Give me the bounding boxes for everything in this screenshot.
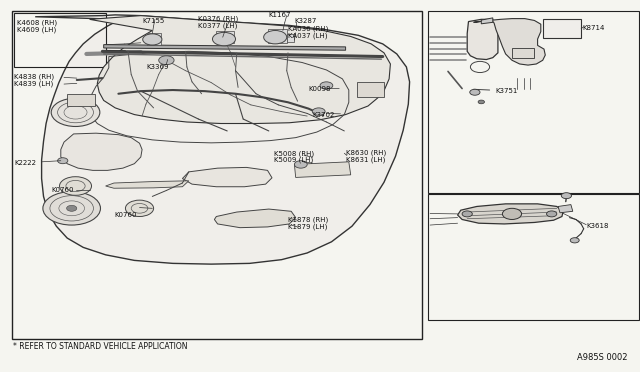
Polygon shape [182,167,272,187]
Text: K4838 (RH): K4838 (RH) [14,73,54,80]
Circle shape [470,89,480,95]
Polygon shape [294,162,351,177]
Polygon shape [458,204,563,224]
Text: K4609 (LH): K4609 (LH) [17,26,56,33]
Polygon shape [67,180,84,192]
Text: KA036 (RH): KA036 (RH) [288,26,328,32]
Polygon shape [481,18,493,24]
Text: K3751: K3751 [495,88,518,94]
Text: K1879 (LH): K1879 (LH) [288,224,328,230]
Circle shape [478,100,484,104]
Text: K8631 (LH): K8631 (LH) [346,156,385,163]
Text: K0760: K0760 [51,187,74,193]
Text: KA037 (LH): KA037 (LH) [288,32,328,39]
Circle shape [462,211,472,217]
Polygon shape [474,19,545,65]
Text: K0760: K0760 [114,212,136,218]
Polygon shape [467,19,498,60]
Polygon shape [35,15,410,264]
Polygon shape [357,82,384,97]
Circle shape [561,193,572,199]
Polygon shape [287,34,294,42]
Text: K4839 (LH): K4839 (LH) [14,80,53,87]
Circle shape [547,211,557,217]
Polygon shape [147,33,161,45]
Polygon shape [512,48,534,58]
Text: K3287: K3287 [294,18,317,24]
Text: K1167: K1167 [269,12,291,18]
Polygon shape [61,133,142,170]
Text: K3702: K3702 [312,112,335,118]
Circle shape [294,161,307,168]
Circle shape [67,205,77,211]
Text: K3369: K3369 [146,64,168,70]
Text: A985S 0002: A985S 0002 [577,353,627,362]
Circle shape [43,192,100,225]
Polygon shape [214,209,296,228]
Text: K8714: K8714 [582,25,605,31]
Polygon shape [90,16,390,124]
Circle shape [320,82,333,89]
Polygon shape [216,31,234,43]
Text: K4608 (RH): K4608 (RH) [17,19,57,26]
Text: K1878 (RH): K1878 (RH) [288,217,328,224]
Text: K3618: K3618 [586,223,609,229]
Polygon shape [67,94,95,106]
Text: K8630 (RH): K8630 (RH) [346,149,386,156]
Text: K0377 (LH): K0377 (LH) [198,22,238,29]
Circle shape [58,158,68,164]
Text: K5009 (LH): K5009 (LH) [274,157,313,163]
Circle shape [502,208,522,219]
Circle shape [312,108,325,115]
Text: K0098: K0098 [308,86,331,92]
Circle shape [159,56,174,65]
Circle shape [212,32,236,46]
Polygon shape [104,45,346,50]
Circle shape [51,98,100,126]
Circle shape [125,200,154,217]
Text: * REFER TO STANDARD VEHICLE APPLICATION: * REFER TO STANDARD VEHICLE APPLICATION [13,342,188,351]
Polygon shape [106,181,189,188]
Circle shape [570,238,579,243]
Circle shape [143,34,162,45]
Text: K2222: K2222 [14,160,36,166]
Polygon shape [543,19,581,38]
Polygon shape [268,29,287,43]
Text: K0376 (RH): K0376 (RH) [198,15,239,22]
Text: K5008 (RH): K5008 (RH) [274,150,314,157]
Polygon shape [558,205,573,213]
Text: K7155: K7155 [142,18,164,24]
Circle shape [60,177,92,195]
Circle shape [264,31,287,44]
